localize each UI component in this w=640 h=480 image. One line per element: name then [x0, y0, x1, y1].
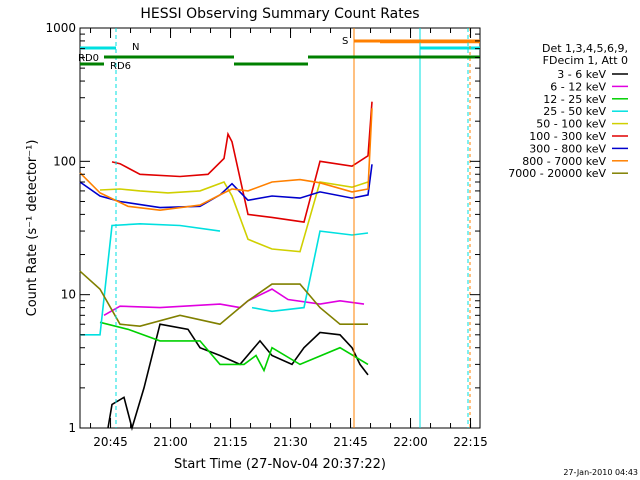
series-line-9 — [79, 270, 368, 328]
series-line-6 — [111, 101, 373, 223]
legend-header-1: Det 1,3,4,5,6,9, — [542, 42, 628, 55]
x-tick-label: 21:00 — [153, 435, 188, 449]
y-tick-label: 1 — [68, 421, 76, 435]
x-tick-label: 22:15 — [453, 435, 488, 449]
saa-label: S — [342, 36, 348, 47]
rd6-label: RD6 — [110, 61, 131, 72]
legend-label-8: 800 - 7000 keV — [522, 155, 606, 168]
legend-label-6: 100 - 300 keV — [529, 130, 606, 143]
legend-label-7: 300 - 800 keV — [529, 142, 606, 155]
rd0-label: RD0 — [78, 53, 99, 64]
y-tick-label: 100 — [53, 154, 76, 168]
chart-title: HESSI Observing Summary Count Rates — [140, 6, 419, 22]
series-line-7 — [79, 164, 373, 209]
x-tick-label: 21:15 — [213, 435, 248, 449]
axis-layer: 20:45 21:00 21:15 21:30 21:45 22:00 22:15 1 10 10… — [45, 21, 487, 449]
night-label: N — [132, 42, 139, 53]
mode-layer: N S RD0 RD6 — [78, 28, 480, 428]
x-axis-label: Start Time (27-Nov-04 20:37:22) — [174, 457, 386, 472]
series-line-1 — [107, 323, 369, 431]
series-line-5 — [99, 181, 369, 253]
legend-label-2: 6 - 12 keV — [550, 80, 606, 93]
legend-label-4: 25 - 50 keV — [543, 105, 606, 118]
x-tick-label: 21:30 — [273, 435, 308, 449]
y-tick-label: 10 — [61, 288, 76, 302]
y-tick-label: 1000 — [45, 21, 76, 35]
legend: Det 1,3,4,5,6,9, FDecim 1, Att 0 3 - 6 k… — [508, 42, 628, 180]
legend-label-9: 7000 - 20000 keV — [508, 167, 606, 180]
legend-label-3: 12 - 25 keV — [543, 93, 606, 106]
plot-frame — [79, 27, 481, 429]
legend-label-1: 3 - 6 keV — [557, 68, 606, 81]
x-tick-label: 20:45 — [93, 435, 128, 449]
y-axis-label: Count Rate (s⁻¹ detector⁻¹) — [25, 140, 40, 317]
legend-label-5: 50 - 100 keV — [536, 118, 606, 131]
legend-header-2: FDecim 1, Att 0 — [543, 54, 628, 67]
series-layer — [79, 41, 480, 431]
footer-stamp: 27-Jan-2010 04:43 — [563, 468, 638, 477]
x-tick-label: 22:00 — [393, 435, 428, 449]
x-tick-label: 21:45 — [333, 435, 368, 449]
series-line-3 — [99, 321, 369, 373]
